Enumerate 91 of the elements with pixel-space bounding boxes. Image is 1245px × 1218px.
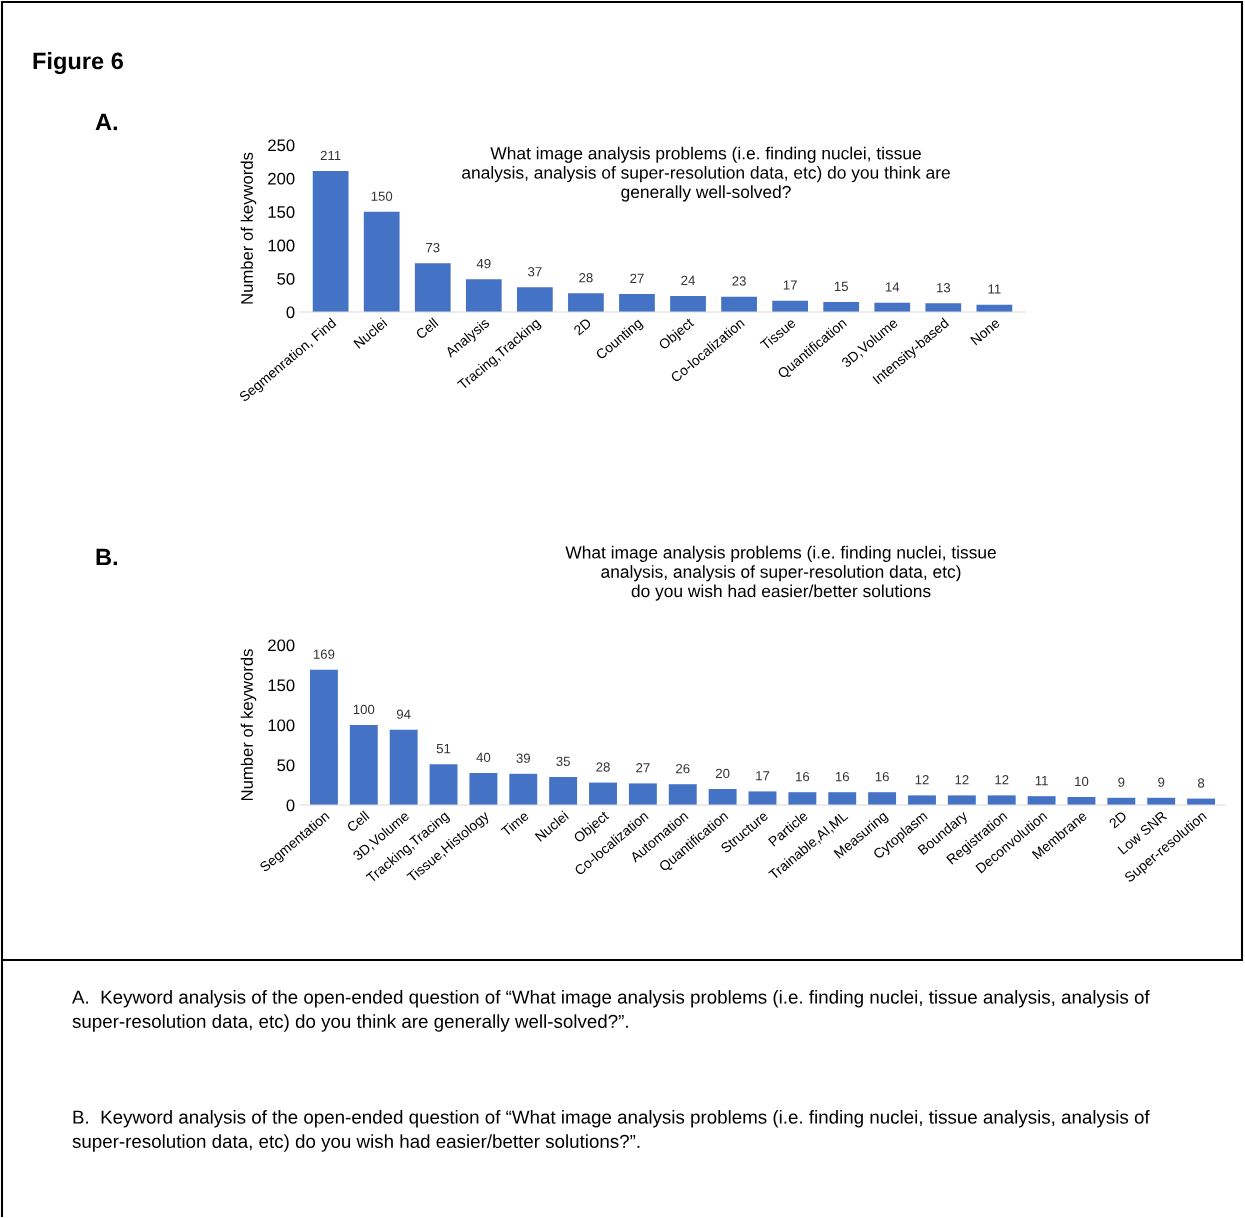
x-tick-label: Time — [500, 810, 530, 837]
bar — [568, 293, 604, 312]
data-label: 13 — [936, 283, 951, 293]
data-label: 24 — [681, 275, 695, 285]
x-tick-label: 2D — [1108, 810, 1128, 829]
text: A. Keyword analysis of the open-ended question of “What image analysis problems (i.e. finding nuclei, tissue analysis, analysis of super-resolution data, etc) do you think are generally well-solved?”. — [72, 990, 1150, 1032]
bar — [908, 795, 936, 805]
data-label: 27 — [630, 273, 644, 283]
data-label: 35 — [556, 756, 570, 767]
y-tick-label: 0 — [286, 799, 295, 812]
bar — [414, 263, 451, 312]
y-tick-label: 50 — [277, 759, 295, 772]
bar — [363, 211, 400, 312]
y-axis-title: Number of keywords — [240, 152, 257, 304]
bar — [788, 792, 817, 805]
bar — [1027, 796, 1056, 805]
y-axis-title: Number of keywords — [240, 649, 257, 801]
bar — [516, 287, 553, 312]
bar — [429, 764, 458, 805]
bar — [947, 795, 976, 805]
data-label: 9 — [1158, 777, 1165, 787]
data-label: 11 — [1035, 776, 1048, 786]
data-label: 169 — [313, 649, 335, 659]
data-label: 39 — [516, 753, 530, 763]
bar — [987, 795, 1016, 805]
data-label: 12 — [915, 775, 929, 785]
data-label: 27 — [636, 763, 650, 773]
y-tick-label: 100 — [268, 239, 295, 252]
data-label: 150 — [371, 191, 393, 201]
bar — [309, 669, 338, 805]
bar — [389, 729, 418, 805]
y-tick-label: 50 — [277, 273, 295, 285]
data-label: 14 — [885, 282, 900, 292]
bar — [349, 725, 378, 805]
data-label: 17 — [756, 771, 770, 781]
data-label: 17 — [783, 280, 797, 290]
data-label: 28 — [579, 273, 593, 283]
data-label: 8 — [1197, 778, 1205, 788]
data-label: 12 — [995, 775, 1009, 785]
bar — [668, 784, 697, 805]
data-label: 12 — [955, 775, 969, 785]
data-label: 51 — [436, 744, 451, 754]
data-label: 16 — [875, 771, 889, 782]
data-label: 49 — [476, 258, 491, 269]
bar — [619, 293, 655, 312]
text: B. — [96, 548, 117, 566]
data-label: 211 — [320, 150, 341, 160]
data-label: 40 — [476, 752, 491, 763]
data-label: 100 — [353, 704, 375, 715]
data-label: 16 — [796, 771, 810, 782]
bar — [469, 773, 498, 805]
y-tick-label: 200 — [268, 172, 295, 185]
bar — [589, 782, 617, 805]
text: What image analysis problems (i.e. finding nuclei, tissue analysis, analysis of super-resolution data, etc) do you think are generally well-solved? — [462, 146, 950, 202]
bar — [721, 296, 757, 312]
data-label: 37 — [528, 267, 542, 277]
text: B. Keyword analysis of the open-ended question of “What image analysis problems (i.e. finding nuclei, tissue analysis, analysis of super-resolution data, etc) do you wish had easier/better solutions?”. — [72, 1110, 1150, 1152]
data-label: 15 — [834, 281, 848, 292]
y-tick-label: 100 — [268, 719, 295, 732]
y-tick-label: 0 — [286, 306, 295, 319]
y-tick-label: 150 — [268, 206, 295, 218]
x-tick-label: Cell — [414, 317, 439, 340]
data-label: 28 — [596, 762, 610, 772]
bar — [549, 777, 578, 805]
text: A. — [95, 113, 117, 131]
caption: Figure 6 — [33, 52, 123, 75]
bar — [868, 792, 897, 805]
data-label: 16 — [835, 771, 849, 782]
bar — [670, 295, 706, 312]
data-label: 26 — [676, 763, 690, 774]
bar — [828, 792, 857, 805]
data-label: 11 — [988, 284, 1001, 294]
bar — [823, 301, 860, 312]
y-tick-label: 150 — [268, 679, 295, 692]
x-tick-label: 2D — [573, 317, 592, 336]
y-tick-label: 250 — [268, 139, 295, 152]
bar — [925, 303, 962, 312]
chart-title: What image analysis problems (i.e. finding nuclei, tissue analysis, analysis of super-resolution data, etc) do you wish had easier/better solutions — [565, 545, 996, 601]
bar — [708, 789, 737, 805]
bar — [748, 791, 777, 805]
bar — [509, 773, 538, 805]
data-label: 94 — [396, 709, 411, 719]
data-label: 23 — [732, 276, 746, 286]
bar — [312, 171, 349, 312]
data-label: 9 — [1118, 777, 1125, 787]
data-label: 20 — [715, 768, 730, 779]
data-label: 10 — [1075, 776, 1089, 787]
bar — [628, 783, 657, 805]
data-label: 73 — [426, 242, 440, 253]
bar — [465, 279, 502, 312]
y-tick-label: 200 — [268, 639, 295, 652]
